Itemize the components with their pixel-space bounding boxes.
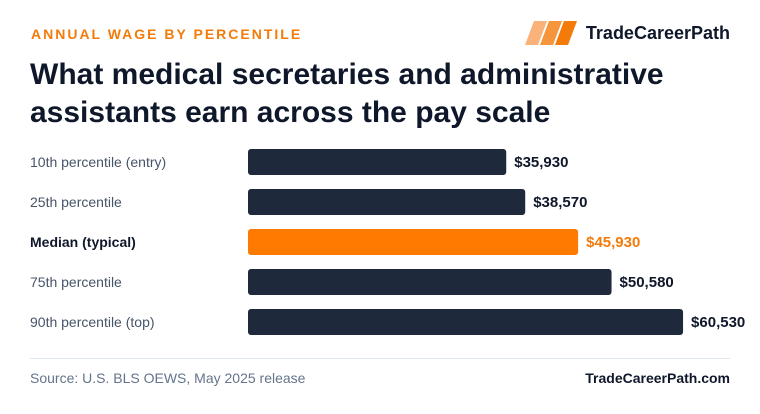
category-label: 90th percentile (top) (30, 314, 155, 330)
category-label: 75th percentile (30, 274, 122, 290)
bar (248, 229, 579, 255)
three-slanted-stripes-icon (524, 21, 577, 45)
value-label: $50,580 (620, 274, 674, 291)
bar (248, 269, 612, 295)
bar (248, 309, 684, 335)
logo-stripe-3 (554, 21, 577, 45)
page-title: What medical secretaries and administrat… (30, 58, 664, 129)
wage-bar-chart: 10th percentile (entry) $35,930 25th perce… (30, 149, 745, 335)
value-label: $35,930 (514, 154, 568, 171)
value-label: $45,930 (586, 234, 640, 251)
footer-divider (30, 358, 730, 359)
logo-stripe-1 (524, 21, 547, 45)
logo-stripe-2 (539, 21, 562, 45)
source-note: Source: U.S. BLS OEWS, May 2025 release (30, 370, 306, 386)
category-label: Median (typical) (30, 234, 136, 250)
category-label: 10th percentile (entry) (30, 154, 166, 170)
brand[interactable]: TradeCareerPath (524, 20, 730, 46)
value-label: $38,570 (533, 194, 587, 211)
bar (248, 149, 507, 175)
category-label: 25th percentile (30, 194, 122, 210)
bar (248, 189, 526, 215)
brand-name: TradeCareerPath (585, 22, 730, 43)
value-label: $60,530 (691, 314, 745, 331)
chart-eyebrow: ANNUAL WAGE BY PERCENTILE (31, 26, 303, 42)
site-link[interactable]: TradeCareerPath.com (585, 370, 730, 386)
